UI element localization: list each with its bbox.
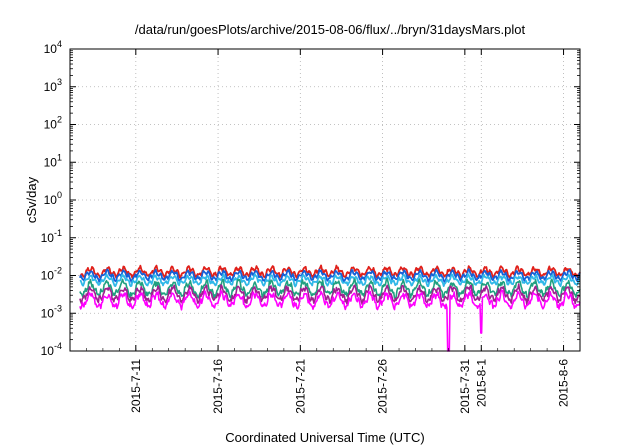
series-line [79, 273, 581, 288]
x-tick-label: 2015-7-11 [129, 359, 143, 413]
y-axis-label: cSv/day [24, 176, 39, 223]
ticks: 10-4 10-3 10-2 10-1 100 101 102 103 104 2015-7-11… [41, 39, 580, 414]
series-line [79, 268, 581, 283]
chart-title: /data/run/goesPlots/archive/2015-08-06/f… [135, 22, 526, 37]
series-line [79, 283, 581, 306]
x-tick-label: 2015-7-16 [211, 359, 225, 414]
x-tick-label: 2015-8-6 [557, 359, 571, 407]
series-line [79, 277, 581, 300]
x-tick-label: 2015-7-26 [376, 359, 390, 414]
y-tick-label: 10-1 [41, 228, 62, 245]
y-tick-label: 10-4 [41, 341, 62, 358]
y-tick-label: 10-3 [41, 303, 62, 320]
x-tick-label: 2015-7-31 [458, 359, 472, 414]
y-tick-label: 102 [44, 115, 62, 132]
y-tick-label: 10-2 [41, 266, 62, 283]
x-axis-label: Coordinated Universal Time (UTC) [225, 430, 424, 445]
series-group [79, 264, 581, 352]
y-tick-label: 103 [44, 77, 62, 94]
y-tick-label: 100 [44, 190, 62, 207]
x-tick-label: 2015-7-21 [293, 359, 307, 414]
y-tick-label: 104 [44, 39, 62, 56]
y-tick-label: 101 [44, 152, 62, 169]
x-tick-label: 2015-8-1 [474, 359, 488, 407]
series-line [79, 289, 581, 352]
